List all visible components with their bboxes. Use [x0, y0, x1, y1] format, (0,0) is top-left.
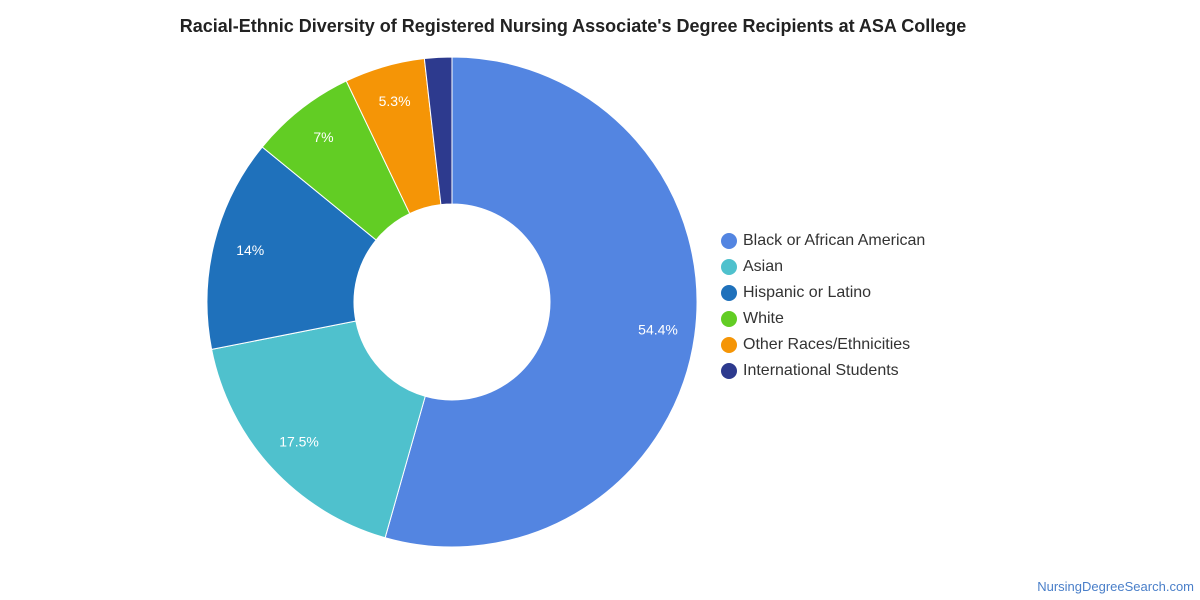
legend-item-asian[interactable]: Asian: [721, 254, 925, 280]
legend-swatch: [721, 337, 737, 353]
legend-swatch: [721, 363, 737, 379]
legend-item-international-students[interactable]: International Students: [721, 358, 925, 384]
chart-legend: Black or African American Asian Hispanic o…: [721, 228, 925, 384]
legend-label: Asian: [743, 258, 784, 275]
legend-item-hispanic-or-latino[interactable]: Hispanic or Latino: [721, 280, 925, 306]
source-credit: NursingDegreeSearch.com: [1037, 579, 1194, 594]
legend-swatch: [721, 259, 737, 275]
slice-black-or-african-american[interactable]: [384, 56, 698, 548]
legend-label: International Students: [743, 362, 899, 379]
chart-title: Racial-Ethnic Diversity of Registered Nu…: [179, 16, 967, 36]
legend-label: Other Races/Ethnicities: [743, 336, 911, 353]
legend-swatch: [721, 233, 737, 249]
slice-international-students[interactable]: [423, 56, 453, 206]
slice-label-black-or-african-american: 54.4%: [638, 321, 678, 337]
slices-group: [206, 56, 698, 548]
legend-swatch: [721, 311, 737, 327]
slice-label-asian: 17.5%: [279, 434, 319, 450]
legend-item-other-races-ethnicities[interactable]: Other Races/Ethnicities: [721, 332, 925, 358]
slice-label-white: 7%: [313, 129, 333, 145]
legend-item-white[interactable]: White: [721, 306, 925, 332]
slice-label-hispanic-or-latino: 14%: [236, 242, 264, 258]
slice-label-other-races-ethnicities: 5.3%: [379, 93, 411, 109]
legend-label: Hispanic or Latino: [743, 284, 872, 301]
slice-hispanic-or-latino[interactable]: [206, 146, 377, 351]
legend-swatch: [721, 285, 737, 301]
legend-label: White: [743, 310, 784, 327]
slice-labels-group: 54.4% 17.5% 14% 7% 5.3%: [236, 93, 678, 450]
slice-asian[interactable]: [211, 320, 426, 539]
legend-item-black-or-african-american[interactable]: Black or African American: [721, 228, 925, 254]
legend-label: Black or African American: [743, 232, 926, 249]
